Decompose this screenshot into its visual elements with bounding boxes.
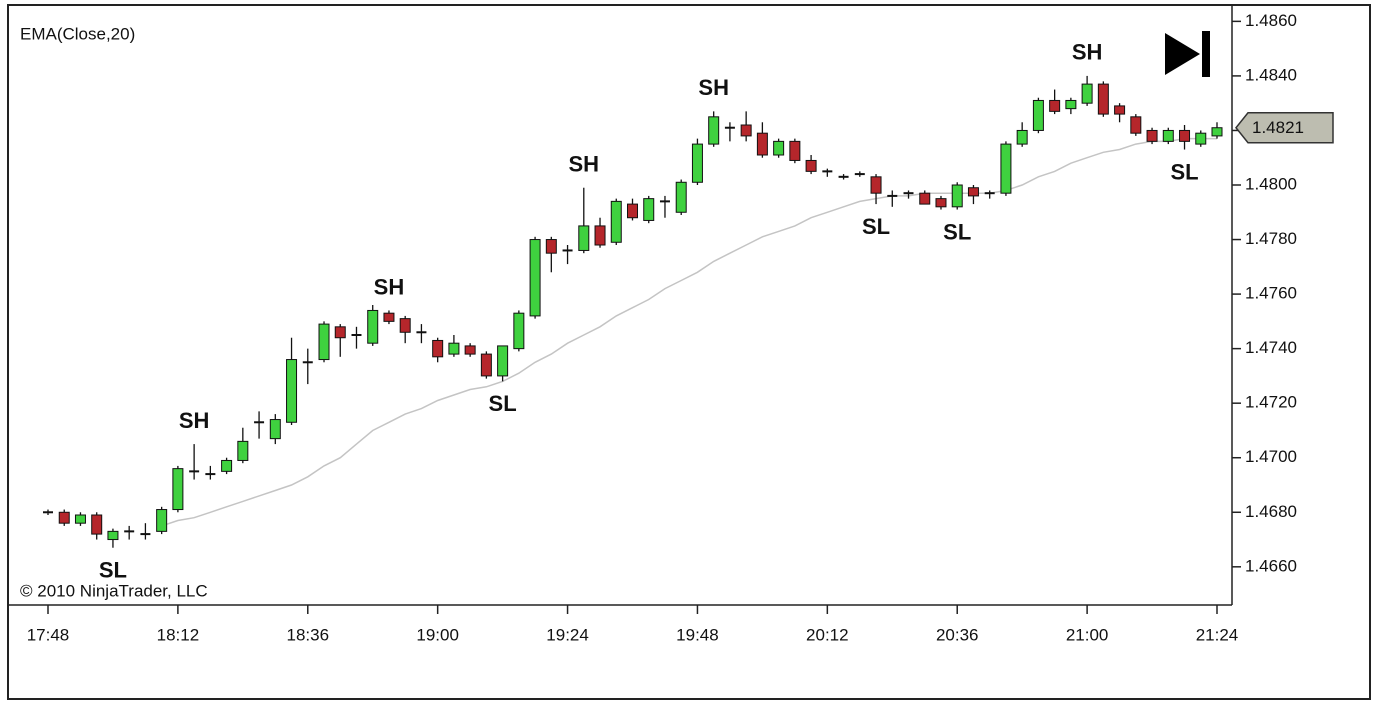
candle-body: [935, 198, 947, 208]
candle-body: [967, 187, 979, 197]
candle-body: [513, 312, 525, 350]
candle-body: [286, 359, 298, 423]
candle-body: [610, 200, 622, 243]
swing-label: SH: [569, 152, 600, 177]
candle-body: [58, 511, 70, 524]
candle-body: [773, 140, 785, 156]
candle-body: [1162, 129, 1174, 142]
x-tick-label: 18:12: [157, 625, 200, 644]
price-marker-label: 1.4821: [1252, 118, 1304, 137]
x-tick-label: 19:48: [676, 625, 719, 644]
y-tick-label: 1.4840: [1245, 65, 1297, 84]
swing-label: SL: [489, 391, 517, 416]
candle-body: [545, 239, 557, 254]
candle-body: [675, 181, 687, 213]
candle-body: [1195, 132, 1207, 145]
candle-body: [1065, 99, 1077, 110]
candle-body: [708, 116, 720, 145]
candle-body: [1114, 105, 1126, 115]
candle-body: [740, 124, 752, 137]
indicator-label: EMA(Close,20): [20, 24, 135, 43]
x-tick-label: 18:36: [287, 625, 330, 644]
candle-body: [691, 143, 703, 183]
swing-label: SL: [99, 558, 127, 583]
y-tick-label: 1.4740: [1245, 338, 1297, 357]
y-tick-label: 1.4760: [1245, 284, 1297, 303]
candle-body: [1081, 83, 1093, 104]
y-tick-label: 1.4680: [1245, 502, 1297, 521]
candle-body: [1146, 129, 1158, 142]
candle-body: [383, 312, 395, 322]
candle-body: [578, 225, 590, 251]
candle-body: [1211, 127, 1223, 137]
x-tick-label: 20:12: [806, 625, 849, 644]
x-tick-label: 21:24: [1196, 625, 1239, 644]
candle-body: [399, 318, 411, 333]
candle-body: [74, 514, 86, 524]
candle-body: [1016, 129, 1028, 145]
swing-label: SH: [698, 75, 729, 100]
candle-body: [643, 198, 655, 221]
candle-body: [432, 339, 444, 358]
candle-body: [919, 192, 931, 205]
candle-body: [627, 203, 638, 219]
candle-body: [107, 530, 119, 541]
ema-line: [161, 137, 1217, 527]
swing-label: SL: [862, 214, 890, 239]
x-tick-label: 19:24: [546, 625, 589, 644]
candle-body: [156, 509, 168, 532]
x-tick-label: 17:48: [27, 625, 70, 644]
candle-body: [529, 239, 541, 317]
candle-body: [448, 342, 460, 355]
frame: [7, 4, 1371, 700]
y-tick-label: 1.4720: [1245, 393, 1297, 412]
swing-label: SH: [179, 408, 210, 433]
candle-body: [367, 309, 379, 344]
copyright: © 2010 NinjaTrader, LLC: [20, 581, 208, 600]
candle-body: [1097, 83, 1109, 115]
candle-body: [1049, 99, 1061, 112]
candle-body: [221, 459, 233, 472]
y-tick-label: 1.4800: [1245, 174, 1297, 193]
candle-body: [1000, 143, 1012, 194]
candle-body: [497, 345, 509, 377]
candle-body: [237, 440, 249, 461]
candle-body: [951, 184, 963, 208]
y-tick-label: 1.4780: [1245, 229, 1297, 248]
y-tick-label: 1.4700: [1245, 447, 1297, 466]
swing-label: SL: [1170, 159, 1198, 184]
candle-body: [480, 353, 492, 377]
candle-body: [789, 140, 801, 161]
candle-body: [334, 326, 346, 339]
x-tick-label: 20:36: [936, 625, 979, 644]
x-tick-label: 19:00: [416, 625, 459, 644]
y-tick-label: 1.4860: [1245, 11, 1297, 30]
candle-body: [1130, 116, 1142, 134]
candle-body: [594, 225, 606, 246]
x-tick-label: 21:00: [1066, 625, 1109, 644]
candle-body: [464, 345, 476, 355]
play-end-icon: [1165, 31, 1210, 77]
swing-label: SH: [1072, 40, 1103, 65]
candle-body: [318, 323, 330, 361]
candle-body: [756, 132, 768, 156]
candle-body: [91, 514, 103, 535]
price-marker: [1235, 111, 1334, 144]
y-tick-label: 1.4660: [1245, 556, 1297, 575]
candle-body: [1179, 129, 1191, 142]
candle-body: [1032, 99, 1044, 131]
candle-body: [269, 419, 281, 440]
candle-body: [172, 468, 184, 511]
candle-body: [870, 176, 882, 194]
candle-body: [805, 159, 817, 172]
swing-label: SH: [374, 274, 405, 299]
swing-label: SL: [943, 219, 971, 244]
